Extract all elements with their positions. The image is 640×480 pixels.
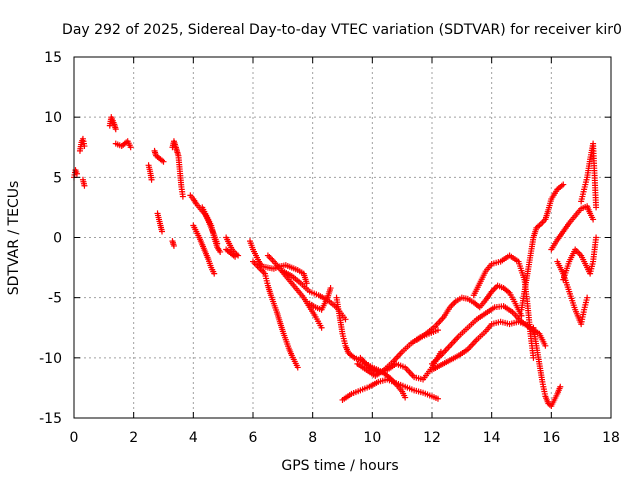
data-segment	[560, 234, 600, 283]
data-segment	[339, 376, 441, 403]
data-segment	[306, 285, 334, 313]
x-tick-labels: 0 2 4 6 8 10 12 14 16 18	[70, 430, 620, 446]
grid-lines	[74, 57, 611, 418]
data-point	[542, 342, 549, 349]
x-tick-label: 10	[363, 430, 381, 446]
data-point	[434, 395, 441, 402]
data-point	[584, 294, 591, 301]
data-point	[294, 364, 301, 371]
axis-ticks	[73, 56, 612, 419]
data-segment	[578, 140, 600, 211]
data-point	[557, 383, 564, 390]
x-tick-label: 4	[189, 430, 198, 446]
y-tick-label: 5	[53, 170, 62, 186]
data-segment	[106, 114, 119, 133]
data-point	[530, 354, 537, 361]
data-point	[590, 216, 597, 223]
data-segment	[199, 204, 224, 255]
data-point	[327, 285, 334, 292]
y-tick-label: 10	[44, 110, 62, 126]
data-point	[112, 126, 119, 133]
data-segment	[530, 324, 564, 409]
y-axis-label: SDTVAR / TECUs	[6, 181, 22, 296]
data-segment	[169, 238, 177, 249]
data-points	[71, 114, 600, 409]
data-segment	[112, 138, 134, 151]
x-tick-label: 8	[308, 430, 317, 446]
data-segment	[71, 167, 80, 181]
data-point	[318, 324, 325, 331]
data-point	[402, 394, 409, 401]
data-segment	[145, 162, 155, 183]
data-segment	[518, 181, 567, 313]
data-point	[303, 280, 310, 287]
chart-title: Day 292 of 2025, Sidereal Day-to-day VTE…	[62, 22, 622, 38]
x-tick-label: 0	[70, 430, 79, 446]
data-point	[81, 182, 88, 189]
y-tick-label: 15	[44, 50, 62, 66]
x-tick-label: 16	[542, 430, 560, 446]
data-segment	[264, 252, 325, 331]
data-point	[160, 158, 167, 165]
x-tick-label: 18	[602, 430, 620, 446]
data-point	[148, 176, 155, 183]
data-point	[159, 228, 166, 235]
data-segment	[548, 203, 597, 253]
data-point	[73, 170, 80, 177]
x-tick-label: 2	[129, 430, 138, 446]
data-segment	[169, 138, 186, 200]
data-segment	[247, 238, 310, 287]
data-point	[217, 248, 224, 255]
data-point	[232, 253, 239, 260]
data-segment	[429, 318, 537, 373]
data-point	[560, 181, 567, 188]
x-axis-label: GPS time / hours	[281, 458, 398, 474]
data-point	[211, 270, 218, 277]
data-point	[179, 193, 186, 200]
data-segment	[190, 222, 218, 277]
x-tick-label: 12	[423, 430, 441, 446]
data-segment	[151, 147, 167, 165]
data-segment	[414, 282, 525, 343]
y-tick-label: -10	[39, 351, 62, 367]
data-segment	[223, 246, 239, 260]
x-tick-label: 14	[483, 430, 501, 446]
data-segment	[154, 210, 166, 235]
data-segment	[250, 258, 301, 371]
data-point	[81, 143, 88, 150]
data-segment	[554, 258, 591, 328]
data-point	[593, 234, 600, 241]
x-tick-label: 6	[249, 430, 258, 446]
data-segment	[76, 135, 88, 154]
y-tick-label: 0	[53, 231, 62, 247]
data-point	[593, 204, 600, 211]
data-point	[170, 242, 177, 249]
y-tick-label: -15	[39, 411, 62, 427]
data-point	[342, 316, 349, 323]
y-tick-label: -5	[48, 291, 62, 307]
data-point	[518, 312, 525, 319]
data-point	[127, 144, 134, 151]
data-point	[434, 327, 441, 334]
y-tick-labels: -15 -10 -5 0 5 10 15	[39, 50, 62, 427]
data-segment	[79, 176, 88, 189]
